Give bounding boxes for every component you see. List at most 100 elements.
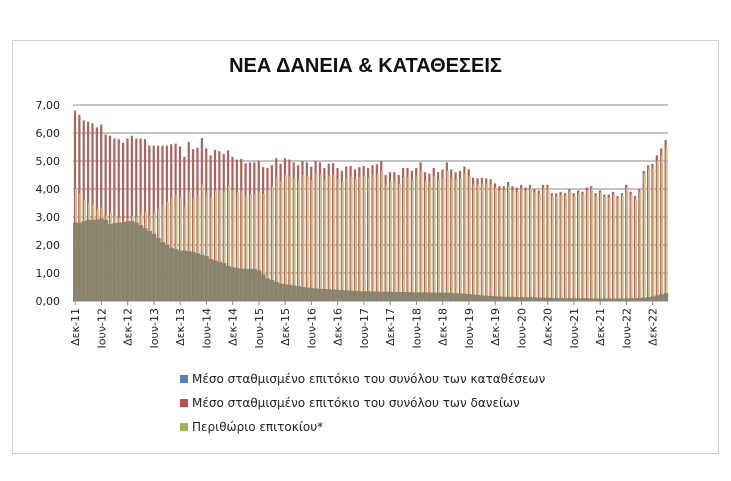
bar-deposits xyxy=(108,224,113,301)
x-tick-label: Ιουν-14 xyxy=(200,308,213,348)
bar-margin xyxy=(385,184,388,301)
bar-margin xyxy=(586,190,589,301)
bar-margin xyxy=(210,197,213,301)
x-tick-label: Δεκ-20 xyxy=(542,308,555,346)
bar-deposits xyxy=(615,298,621,301)
bar-margin xyxy=(193,198,196,301)
bar-deposits xyxy=(366,291,371,301)
bar-deposits xyxy=(252,268,257,301)
bar-deposits xyxy=(217,261,222,301)
bar-margin xyxy=(486,183,489,301)
bar-deposits xyxy=(138,225,144,301)
bar-margin xyxy=(350,176,353,301)
bar-margin xyxy=(372,174,375,301)
bar-deposits xyxy=(221,263,227,301)
bar-margin xyxy=(293,177,296,301)
bar-deposits xyxy=(230,267,236,301)
bar-margin xyxy=(228,185,231,301)
bar-deposits xyxy=(571,298,577,301)
bar-deposits xyxy=(514,297,520,301)
bar-deposits xyxy=(291,285,297,301)
bar-loans xyxy=(248,162,252,301)
bar-deposits xyxy=(654,295,660,301)
bar-deposits xyxy=(125,221,131,301)
bar-deposits xyxy=(204,256,209,301)
bar-margin xyxy=(420,171,423,301)
bar-margin xyxy=(661,155,664,301)
x-tick-label: Δεκ-19 xyxy=(489,308,502,346)
bar-deposits xyxy=(261,274,266,301)
bar-loans xyxy=(213,149,217,301)
legend-swatch-loans xyxy=(180,399,188,407)
bar-deposits xyxy=(479,295,485,301)
bar-margin xyxy=(429,182,432,301)
chart-frame xyxy=(12,40,719,454)
bar-loans xyxy=(183,156,186,301)
bar-loans xyxy=(253,162,256,301)
bar-deposits xyxy=(619,298,625,301)
bar-deposits xyxy=(156,238,161,301)
bar-margin xyxy=(197,195,200,301)
bar-deposits xyxy=(558,297,564,301)
bar-margin xyxy=(403,176,406,301)
bar-loans xyxy=(170,144,173,301)
bar-margin xyxy=(359,176,362,301)
bar-deposits xyxy=(462,293,467,301)
bar-deposits xyxy=(541,297,546,301)
bar-margin xyxy=(512,190,515,301)
bar-deposits xyxy=(99,218,104,301)
bar-margin xyxy=(416,176,419,301)
bar-margin xyxy=(626,187,629,301)
bar-margin xyxy=(490,184,493,301)
bar-deposits xyxy=(501,296,507,301)
bar-deposits xyxy=(370,291,376,301)
x-tick-label: Δεκ-11 xyxy=(69,308,82,346)
bar-margin xyxy=(306,175,309,301)
bar-margin xyxy=(477,184,480,301)
bar-margin xyxy=(525,191,528,301)
bar-margin xyxy=(398,183,401,301)
bar-margin xyxy=(411,179,414,301)
bar-margin xyxy=(442,177,445,301)
legend-label-margin: Περιθώριο επιτοκίου* xyxy=(192,420,324,434)
bar-deposits xyxy=(213,260,218,301)
bar-deposits xyxy=(545,297,551,301)
bar-margin xyxy=(481,183,484,301)
x-tick-label: Ιουν-15 xyxy=(253,308,266,348)
bar-margin xyxy=(547,188,550,301)
bar-margin xyxy=(424,180,427,301)
x-tick-label: Ιουν-16 xyxy=(305,308,318,348)
bar-loans xyxy=(222,154,225,301)
legend-item-loans: Μέσο σταθμισμένο επιτόκιο του συνόλου τω… xyxy=(180,396,520,410)
bar-deposits xyxy=(191,252,196,301)
bar-deposits xyxy=(318,288,323,301)
bar-deposits xyxy=(248,268,253,301)
bar-deposits xyxy=(300,287,306,301)
bar-deposits xyxy=(173,249,179,301)
bar-margin xyxy=(499,190,502,301)
bar-deposits xyxy=(339,290,345,301)
bar-deposits xyxy=(641,297,647,301)
bar-loans xyxy=(135,138,138,301)
bar-loans xyxy=(91,123,94,301)
bar-margin xyxy=(302,175,305,301)
bar-margin xyxy=(223,191,226,301)
bar-deposits xyxy=(103,219,109,301)
bar-deposits xyxy=(121,222,126,301)
x-tick-label: Δεκ-15 xyxy=(279,308,292,346)
bar-loans xyxy=(104,134,107,301)
bar-margin xyxy=(271,186,274,301)
bar-deposits xyxy=(304,287,310,301)
bar-deposits xyxy=(409,292,415,301)
x-tick-label: Ιουν-12 xyxy=(95,308,108,348)
bar-margin xyxy=(538,193,541,301)
bar-deposits xyxy=(147,231,152,301)
bar-deposits xyxy=(523,297,529,301)
bar-deposits xyxy=(484,295,489,301)
legend-label-loans: Μέσο σταθμισμένο επιτόκιο του συνόλου τω… xyxy=(192,396,520,410)
bar-margin xyxy=(560,194,563,301)
bar-deposits xyxy=(637,297,642,301)
bar-margin xyxy=(578,193,581,301)
bar-margin xyxy=(529,188,532,301)
